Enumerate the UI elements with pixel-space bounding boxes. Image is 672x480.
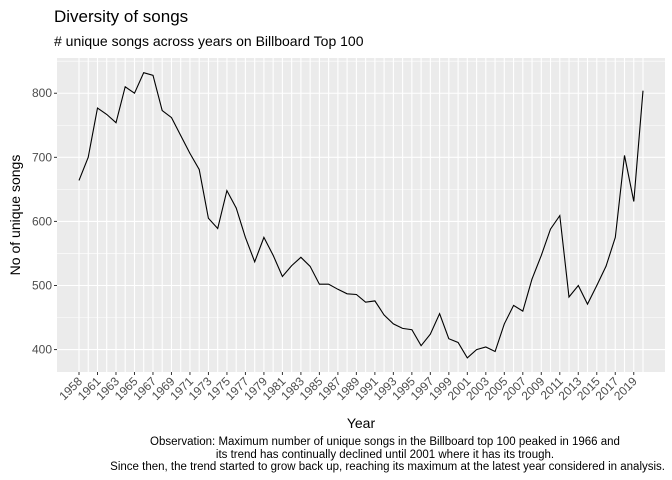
plot-panel [57, 58, 665, 372]
x-axis: 1958196119631965196719691971197319751977… [56, 372, 640, 403]
chart-title: Diversity of songs [54, 7, 188, 26]
y-tick-label: 700 [32, 150, 52, 164]
chart-subtitle: # unique songs across years on Billboard… [54, 33, 364, 49]
y-axis: 400 500 600 700 800 [32, 86, 57, 357]
y-tick-label: 600 [32, 214, 52, 228]
y-tick-label: 500 [32, 278, 52, 292]
caption-line-1: Observation: Maximum number of unique so… [150, 436, 620, 448]
caption-line-2: its trend has continually declined until… [216, 449, 554, 461]
x-axis-title: Year [347, 415, 376, 431]
y-tick-label: 800 [32, 86, 52, 100]
series-line [78, 72, 644, 359]
y-tick-label: 400 [32, 343, 52, 357]
y-axis-title: No of unique songs [7, 155, 23, 276]
major-gridlines [57, 58, 665, 372]
caption-line-3: Since then, the trend started to grow ba… [110, 461, 665, 473]
